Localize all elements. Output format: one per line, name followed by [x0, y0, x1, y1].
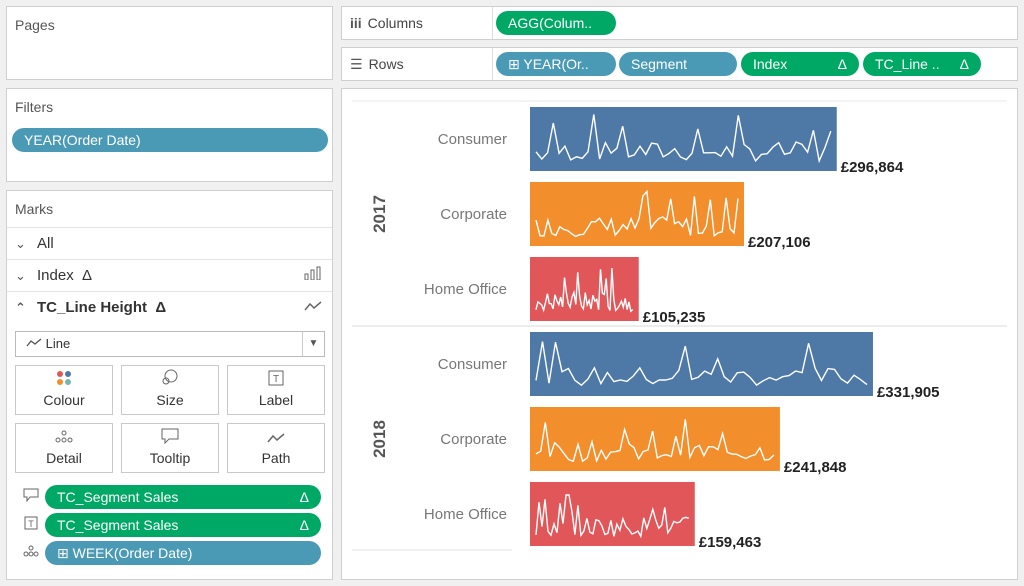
marks-field-tooltip[interactable]: TC_Segment Sales Δ [17, 484, 323, 510]
colour-button[interactable]: Colour [15, 365, 113, 415]
marks-field-detail[interactable]: ⊞ WEEK(Order Date) [17, 540, 323, 566]
sparkline [535, 114, 832, 164]
path-button[interactable]: Path [227, 423, 325, 473]
tooltip-button[interactable]: Tooltip [121, 423, 219, 473]
chevron-down-icon: ⌄ [15, 268, 26, 283]
detail-label: Detail [46, 450, 82, 466]
sparkline [535, 267, 634, 313]
marks-all-row[interactable]: ⌄ All [7, 227, 332, 259]
tooltip-icon [122, 424, 218, 450]
bar-consumer-2018 [530, 332, 873, 396]
field-pill-tc-segment-sales-2[interactable]: TC_Segment Sales Δ [45, 513, 321, 537]
shelf-divider [492, 7, 493, 39]
svg-text:T: T [273, 374, 279, 385]
category-label: Corporate [440, 206, 507, 223]
label-icon: T [21, 516, 41, 534]
rows-shelf[interactable]: ☰ Rows ⊞ YEAR(Or.. Segment Index Δ TC_Lin… [341, 47, 1018, 81]
sparkline [535, 419, 775, 464]
filters-title: Filters [15, 99, 54, 115]
svg-text:T: T [28, 519, 34, 529]
rows-pill-tc-line[interactable]: TC_Line .. Δ [863, 52, 981, 76]
mark-type-select[interactable]: Line ▼ [15, 331, 325, 357]
field-pill-week-order-date[interactable]: ⊞ WEEK(Order Date) [45, 541, 321, 565]
chevron-down-icon: ⌄ [15, 236, 26, 251]
marks-title: Marks [15, 201, 54, 217]
label-button[interactable]: T Label [227, 365, 325, 415]
filters-card[interactable]: Filters YEAR(Order Date) [6, 88, 333, 182]
sparkline [535, 341, 868, 387]
sparkline [535, 189, 739, 238]
rows-icon: ☰ [350, 56, 363, 72]
field-pill-tc-segment-sales-1[interactable]: TC_Segment Sales Δ [45, 485, 321, 509]
marks-index-row[interactable]: ⌄ Index Δ [7, 259, 332, 291]
chevron-up-icon: ⌃ [15, 300, 26, 315]
category-label: Home Office [424, 506, 507, 523]
data-label: £296,864 [841, 159, 904, 176]
tooltip-icon [21, 488, 41, 506]
columns-shelf-label: iii Columns [350, 15, 423, 31]
mark-type-value: Line [45, 336, 71, 351]
category-label: Consumer [438, 356, 507, 373]
bar-corporate-2018 [530, 407, 780, 471]
bar-home-office-2018 [530, 482, 695, 546]
viz-pane[interactable]: 2017 Consumer £296,864 Corporate £207,106 Hom… [341, 88, 1018, 580]
detail-icon [21, 544, 41, 562]
size-button[interactable]: Size [121, 365, 219, 415]
pages-title: Pages [15, 17, 55, 33]
marks-card: Marks ⌄ All ⌄ Index Δ ⌃ TC_Line Height Δ… [6, 190, 333, 580]
columns-shelf[interactable]: iii Columns AGG(Colum.. [341, 6, 1018, 40]
marks-field-label[interactable]: T TC_Segment Sales Δ [17, 512, 323, 538]
pages-card[interactable]: Pages [6, 6, 333, 80]
label-icon: T [228, 366, 324, 392]
detail-icon [16, 424, 112, 450]
chevron-down-icon: ▼ [302, 332, 324, 356]
colour-icon [16, 366, 112, 392]
colour-label: Colour [43, 392, 85, 408]
detail-button[interactable]: Detail [15, 423, 113, 473]
year-label-2018: 2018 [370, 420, 389, 458]
data-label: £331,905 [877, 384, 940, 401]
columns-pill-agg[interactable]: AGG(Colum.. [496, 11, 616, 35]
data-label: £159,463 [699, 534, 762, 551]
sparkline [535, 494, 689, 539]
data-label: £105,235 [643, 309, 706, 326]
filter-pill-year[interactable]: YEAR(Order Date) [12, 128, 328, 152]
category-label: Corporate [440, 431, 507, 448]
marks-index-label: Index Δ [37, 267, 93, 284]
columns-icon: iii [350, 15, 362, 31]
category-label: Home Office [424, 281, 507, 298]
rows-pill-year[interactable]: ⊞ YEAR(Or.. [496, 52, 616, 76]
line-icon [26, 336, 46, 351]
category-label: Consumer [438, 131, 507, 148]
data-label: £207,106 [748, 234, 811, 251]
shelf-divider [492, 48, 493, 80]
path-label: Path [261, 450, 291, 466]
rows-shelf-label: ☰ Rows [350, 56, 404, 72]
filter-pill-label: YEAR(Order Date) [24, 132, 141, 148]
bar-chart-icon [304, 260, 322, 292]
size-label: Size [156, 392, 184, 408]
size-icon [122, 366, 218, 392]
marks-tc-line-row[interactable]: ⌃ TC_Line Height Δ [7, 291, 332, 323]
bar-consumer-2017 [530, 107, 837, 171]
rows-pill-segment[interactable]: Segment [619, 52, 737, 76]
bar-home-office-2017 [530, 257, 639, 321]
marks-all-label: All [37, 235, 54, 252]
year-label-2017: 2017 [370, 195, 389, 233]
line-chart-icon [304, 292, 322, 324]
rows-pill-index[interactable]: Index Δ [741, 52, 859, 76]
sales-chart[interactable]: 2017 Consumer £296,864 Corporate £207,106 Hom… [342, 89, 1017, 579]
path-icon [228, 424, 324, 450]
tooltip-label: Tooltip [149, 450, 191, 466]
marks-tc-line-label: TC_Line Height Δ [37, 299, 167, 316]
data-label: £241,848 [784, 459, 847, 476]
label-label: Label [258, 392, 294, 408]
